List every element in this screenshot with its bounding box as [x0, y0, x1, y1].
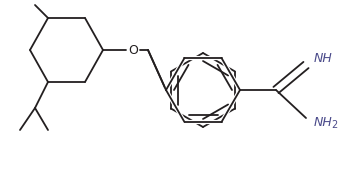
Text: O: O — [128, 43, 138, 57]
Text: NH: NH — [314, 115, 333, 129]
Text: 2: 2 — [331, 120, 337, 130]
Text: NH: NH — [314, 52, 333, 64]
